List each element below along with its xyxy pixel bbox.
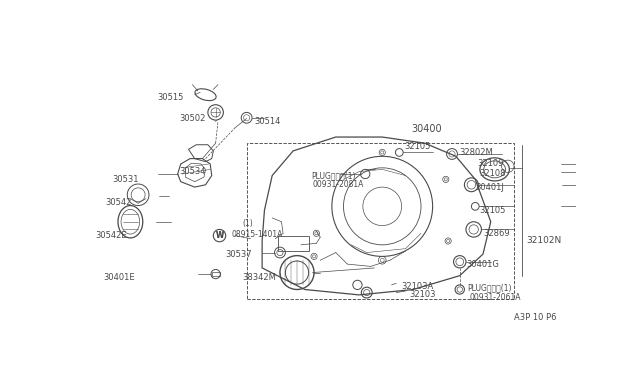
Text: 32109: 32109 (477, 160, 503, 169)
Text: 32103: 32103 (410, 291, 436, 299)
Text: 32102N: 32102N (527, 237, 562, 246)
Text: 30542E: 30542E (95, 231, 127, 240)
Text: 30401J: 30401J (476, 183, 504, 192)
Text: 30400: 30400 (412, 124, 442, 134)
Text: 30542: 30542 (105, 198, 131, 207)
Text: PLUGプラグ(1): PLUGプラグ(1) (467, 283, 512, 292)
Text: 30515: 30515 (157, 93, 184, 102)
Text: 30531: 30531 (113, 175, 139, 184)
Text: 30401E: 30401E (103, 273, 135, 282)
Text: 30502: 30502 (179, 114, 205, 123)
Text: 30534: 30534 (179, 167, 205, 176)
Text: PLUGプラグ(1): PLUGプラグ(1) (311, 171, 355, 180)
Text: 30514: 30514 (254, 117, 281, 126)
Text: 30401G: 30401G (466, 260, 499, 269)
Text: W: W (216, 231, 223, 240)
Text: 32802M: 32802M (460, 148, 493, 157)
Text: 08915-1401A: 08915-1401A (231, 230, 282, 238)
Text: 00931-2061A: 00931-2061A (469, 293, 520, 302)
Text: 00931-2081A: 00931-2081A (312, 180, 364, 189)
Text: 32869: 32869 (483, 229, 509, 238)
Text: 38342M: 38342M (243, 273, 276, 282)
Text: 32103A: 32103A (402, 282, 434, 291)
Text: 32105: 32105 (404, 142, 430, 151)
Text: 32105: 32105 (479, 206, 506, 215)
Text: 32108: 32108 (479, 170, 506, 179)
Text: 30537: 30537 (226, 250, 252, 259)
Text: (1): (1) (243, 219, 253, 228)
Text: W: W (215, 231, 224, 240)
Text: A3P 10 P6: A3P 10 P6 (514, 313, 557, 322)
